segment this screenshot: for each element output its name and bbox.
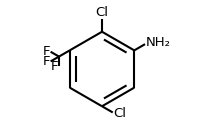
Text: F: F xyxy=(42,45,50,58)
Text: F: F xyxy=(51,60,58,73)
Text: Cl: Cl xyxy=(95,6,109,19)
Text: Cl: Cl xyxy=(113,107,126,120)
Text: NH₂: NH₂ xyxy=(146,36,171,49)
Text: F: F xyxy=(42,55,50,68)
